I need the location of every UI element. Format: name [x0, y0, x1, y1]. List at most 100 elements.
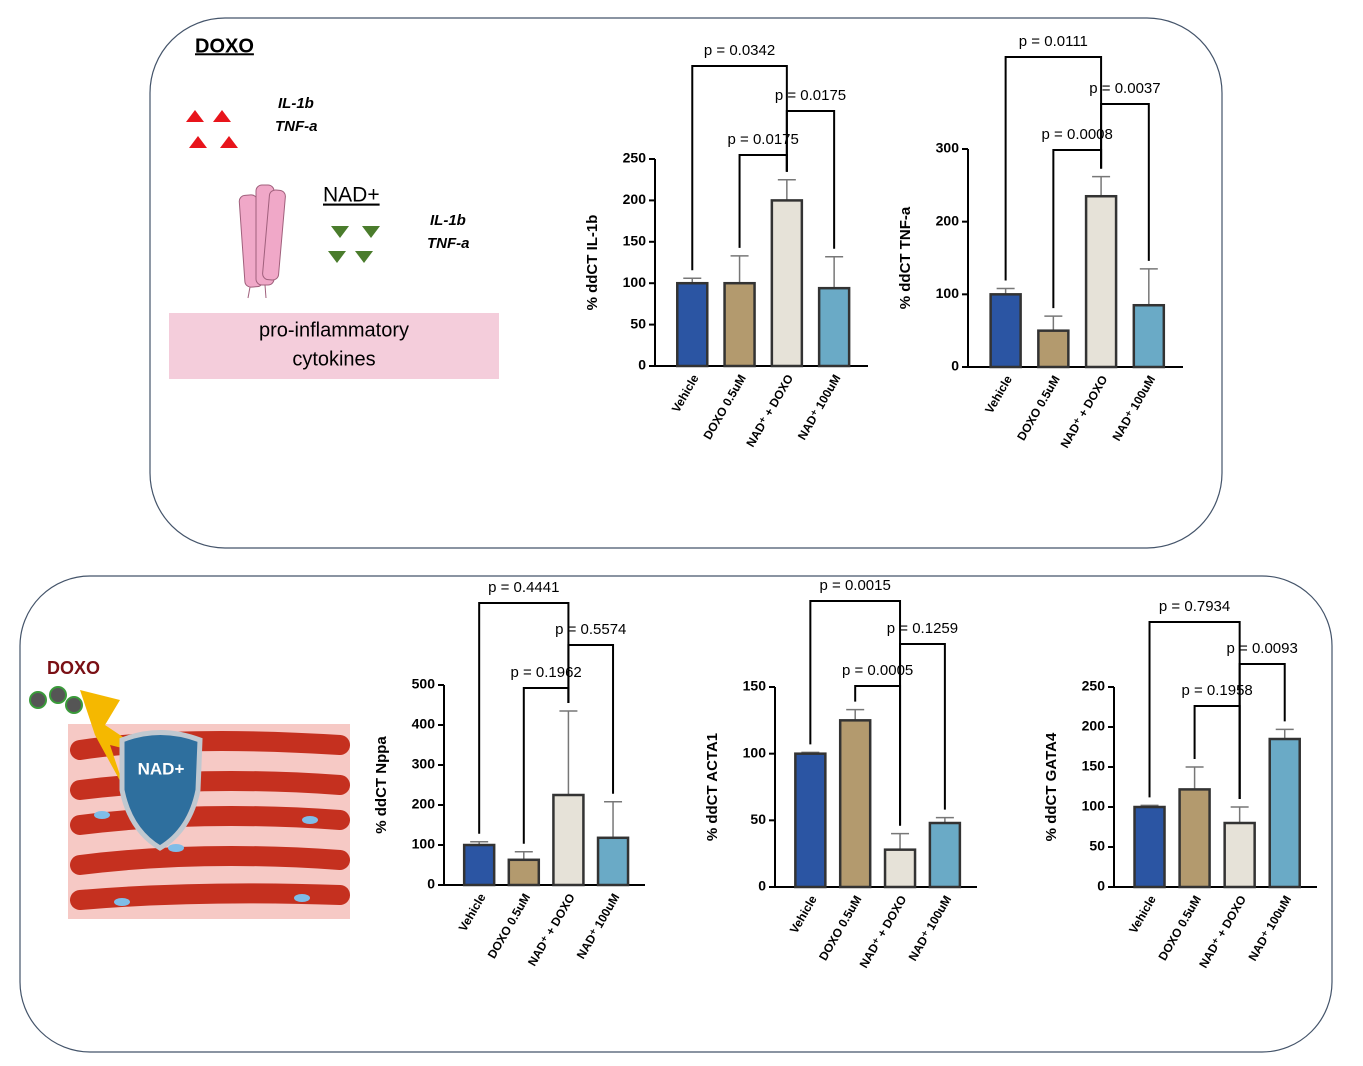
x-tick-label: NAD⁺ + DOXO [525, 891, 578, 968]
marker-label: TNF-a [427, 235, 470, 252]
x-tick-label: NAD⁺ 100uM [1245, 893, 1294, 963]
up-arrows [186, 110, 238, 148]
marker-label: TNF-a [275, 118, 318, 135]
x-tick-label: Vehicle [982, 373, 1015, 416]
p-value: p = 0.7934 [1159, 598, 1230, 615]
x-tick-label: DOXO 0.5uM [816, 893, 864, 963]
p-value: p = 0.0037 [1089, 80, 1160, 97]
y-tick-label: 300 [412, 756, 436, 772]
y-axis-label: % ddCT GATA4 [1043, 732, 1060, 841]
p-value: p = 0.0005 [842, 662, 913, 679]
y-tick-label: 0 [638, 357, 646, 373]
p-value: p = 0.0111 [1019, 33, 1088, 50]
y-tick-label: 50 [750, 811, 766, 827]
p-value: p = 0.1259 [887, 620, 958, 637]
bar [552, 793, 585, 887]
tissue-illustration [29, 686, 350, 919]
down-arrows [328, 226, 380, 263]
p-value: p = 0.4441 [488, 579, 559, 596]
significance-bracket [1052, 149, 1103, 309]
y-tick-label: 100 [1082, 798, 1106, 814]
x-tick-label: NAD⁺ + DOXO [857, 893, 910, 970]
x-tick-label: Vehicle [787, 893, 820, 936]
significance-bracket [785, 110, 836, 249]
y-tick-label: 100 [623, 274, 647, 290]
x-tick-label: NAD⁺ 100uM [795, 372, 844, 442]
bar [838, 719, 872, 889]
p-value: p = 0.0175 [728, 131, 799, 148]
y-tick-label: 250 [1082, 678, 1106, 694]
significance-bracket [738, 154, 788, 248]
bar [1132, 303, 1166, 369]
y-tick-label: 200 [412, 796, 436, 812]
y-tick-label: 200 [623, 191, 647, 207]
x-tick-label: Vehicle [456, 891, 489, 934]
bar [794, 752, 827, 889]
x-tick-label: NAD⁺ + DOXO [1058, 373, 1111, 450]
x-tick-label: Vehicle [669, 372, 702, 415]
panel-frame [19, 575, 1333, 1053]
significance-bracket [567, 644, 615, 794]
significance-bracket [1193, 705, 1241, 799]
y-tick-label: 200 [1082, 718, 1106, 734]
p-value: p = 0.0015 [820, 577, 891, 594]
bar [883, 848, 917, 889]
y-tick-label: 0 [1097, 878, 1105, 894]
y-tick-label: 0 [951, 358, 959, 374]
y-axis-label: % ddCT Nppa [373, 736, 390, 834]
y-tick-label: 300 [936, 140, 960, 156]
bar [1084, 194, 1118, 369]
bar [1133, 805, 1166, 889]
bar [770, 199, 804, 368]
y-axis-label: % ddCT IL-1b [584, 215, 601, 311]
x-tick-label: NAD⁺ + DOXO [743, 372, 796, 449]
p-value: p = 0.0342 [704, 42, 775, 59]
y-tick-label: 0 [758, 878, 766, 894]
significance-bracket [854, 685, 902, 826]
cell-cartoon [238, 184, 286, 299]
cytokine-box [169, 313, 499, 379]
y-tick-label: 0 [427, 876, 435, 892]
p-value: p = 0.5574 [555, 621, 626, 638]
y-tick-label: 500 [412, 676, 436, 692]
bar [1223, 821, 1256, 889]
x-tick-label: DOXO 0.5uM [700, 372, 748, 442]
panel-label: DOXO [47, 658, 100, 678]
y-tick-label: 100 [412, 836, 436, 852]
marker-label: IL-1b [430, 212, 466, 229]
x-tick-label: NAD⁺ + DOXO [1196, 893, 1249, 970]
p-value: p = 0.1962 [510, 664, 581, 681]
p-value: p = 0.0008 [1042, 126, 1113, 143]
box-label: cytokines [292, 348, 375, 370]
shield-label: NAD+ [138, 759, 185, 778]
treatment-label: NAD+ [323, 184, 380, 207]
x-tick-label: DOXO 0.5uM [1155, 893, 1203, 963]
x-tick-label: Vehicle [1126, 893, 1159, 936]
x-tick-label: NAD⁺ 100uM [574, 891, 623, 961]
bar [462, 843, 496, 887]
significance-bracket [1100, 103, 1150, 261]
x-tick-label: NAD⁺ 100uM [1110, 373, 1159, 443]
panel-label: DOXO [195, 35, 254, 57]
bar [928, 821, 962, 889]
significance-bracket [522, 687, 570, 844]
y-tick-label: 150 [623, 233, 647, 249]
bar [1268, 737, 1301, 889]
y-tick-label: 250 [623, 150, 647, 166]
y-tick-label: 100 [743, 744, 767, 760]
p-value: p = 0.1958 [1181, 682, 1252, 699]
box-label: pro-inflammatory [259, 319, 409, 341]
bar [1178, 788, 1211, 889]
bar [989, 293, 1022, 369]
marker-label: IL-1b [278, 95, 314, 112]
y-tick-label: 100 [936, 285, 960, 301]
bar [507, 858, 541, 887]
p-value: p = 0.0175 [775, 87, 846, 104]
y-tick-label: 200 [936, 212, 960, 228]
x-tick-label: NAD⁺ 100uM [906, 893, 955, 963]
y-tick-label: 150 [743, 678, 767, 694]
bar [676, 281, 709, 368]
bar [723, 281, 756, 368]
y-tick-label: 50 [1089, 838, 1105, 854]
